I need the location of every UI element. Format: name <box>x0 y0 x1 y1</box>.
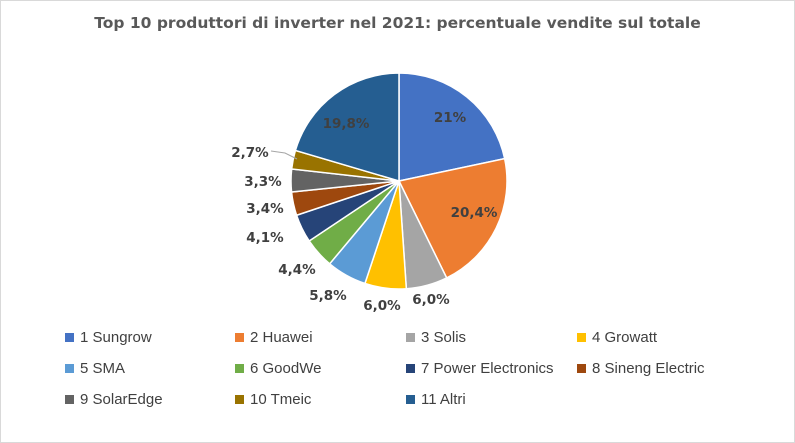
pie-slice <box>397 157 508 279</box>
data-label: 6,0% <box>412 292 450 308</box>
legend-label: 8 Sineng Electric <box>592 360 705 377</box>
data-label: 2,7% <box>231 145 269 161</box>
legend-label: 11 Altri <box>421 391 466 408</box>
legend-item: 1 Sungrow <box>65 329 152 346</box>
legend-item: 10 Tmeic <box>235 391 311 408</box>
legend-label: 1 Sungrow <box>80 329 152 346</box>
legend-label: 2 Huawei <box>250 329 313 346</box>
legend-swatch <box>577 333 586 342</box>
legend-swatch <box>406 333 415 342</box>
legend-swatch <box>406 364 415 373</box>
pie-slice <box>398 72 506 182</box>
data-label: 20,4% <box>451 205 498 221</box>
legend-swatch <box>65 364 74 373</box>
legend-label: 4 Growatt <box>592 329 658 346</box>
data-label: 6,0% <box>363 298 401 314</box>
data-label: 21% <box>434 110 467 126</box>
legend-item: 3 Solis <box>406 329 466 346</box>
data-label: 3,4% <box>246 201 284 217</box>
legend-item: 7 Power Electronics <box>406 360 554 377</box>
legend-item: 2 Huawei <box>235 329 313 346</box>
chart-title: Top 10 produttori di inverter nel 2021: … <box>94 14 701 32</box>
data-label: 3,3% <box>244 174 282 190</box>
legend-item: 8 Sineng Electric <box>577 360 705 377</box>
data-label: 19,8% <box>323 116 370 132</box>
legend-swatch <box>235 395 244 404</box>
legend-item: 11 Altri <box>406 391 466 408</box>
legend-label: 9 SolarEdge <box>80 391 163 408</box>
leader-line <box>270 150 298 160</box>
legend-item: 9 SolarEdge <box>65 391 163 408</box>
legend-label: 10 Tmeic <box>250 391 312 408</box>
legend-swatch <box>235 333 244 342</box>
legend-swatch <box>406 395 415 404</box>
legend-label: 3 Solis <box>421 329 467 346</box>
legend-item: 5 SMA <box>65 360 125 377</box>
data-label: 4,1% <box>246 230 284 246</box>
data-label: 4,4% <box>278 262 316 278</box>
legend-label: 5 SMA <box>80 360 126 377</box>
legend-swatch <box>577 364 586 373</box>
legend-swatch <box>65 395 74 404</box>
legend-item: 6 GoodWe <box>235 360 321 377</box>
legend-item: 4 Growatt <box>577 329 657 346</box>
legend-swatch <box>65 333 74 342</box>
legend-swatch <box>235 364 244 373</box>
legend-label: 7 Power Electronics <box>421 360 554 377</box>
pie-slice <box>294 72 400 183</box>
legend-label: 6 GoodWe <box>250 360 322 377</box>
data-label: 5,8% <box>309 288 347 304</box>
